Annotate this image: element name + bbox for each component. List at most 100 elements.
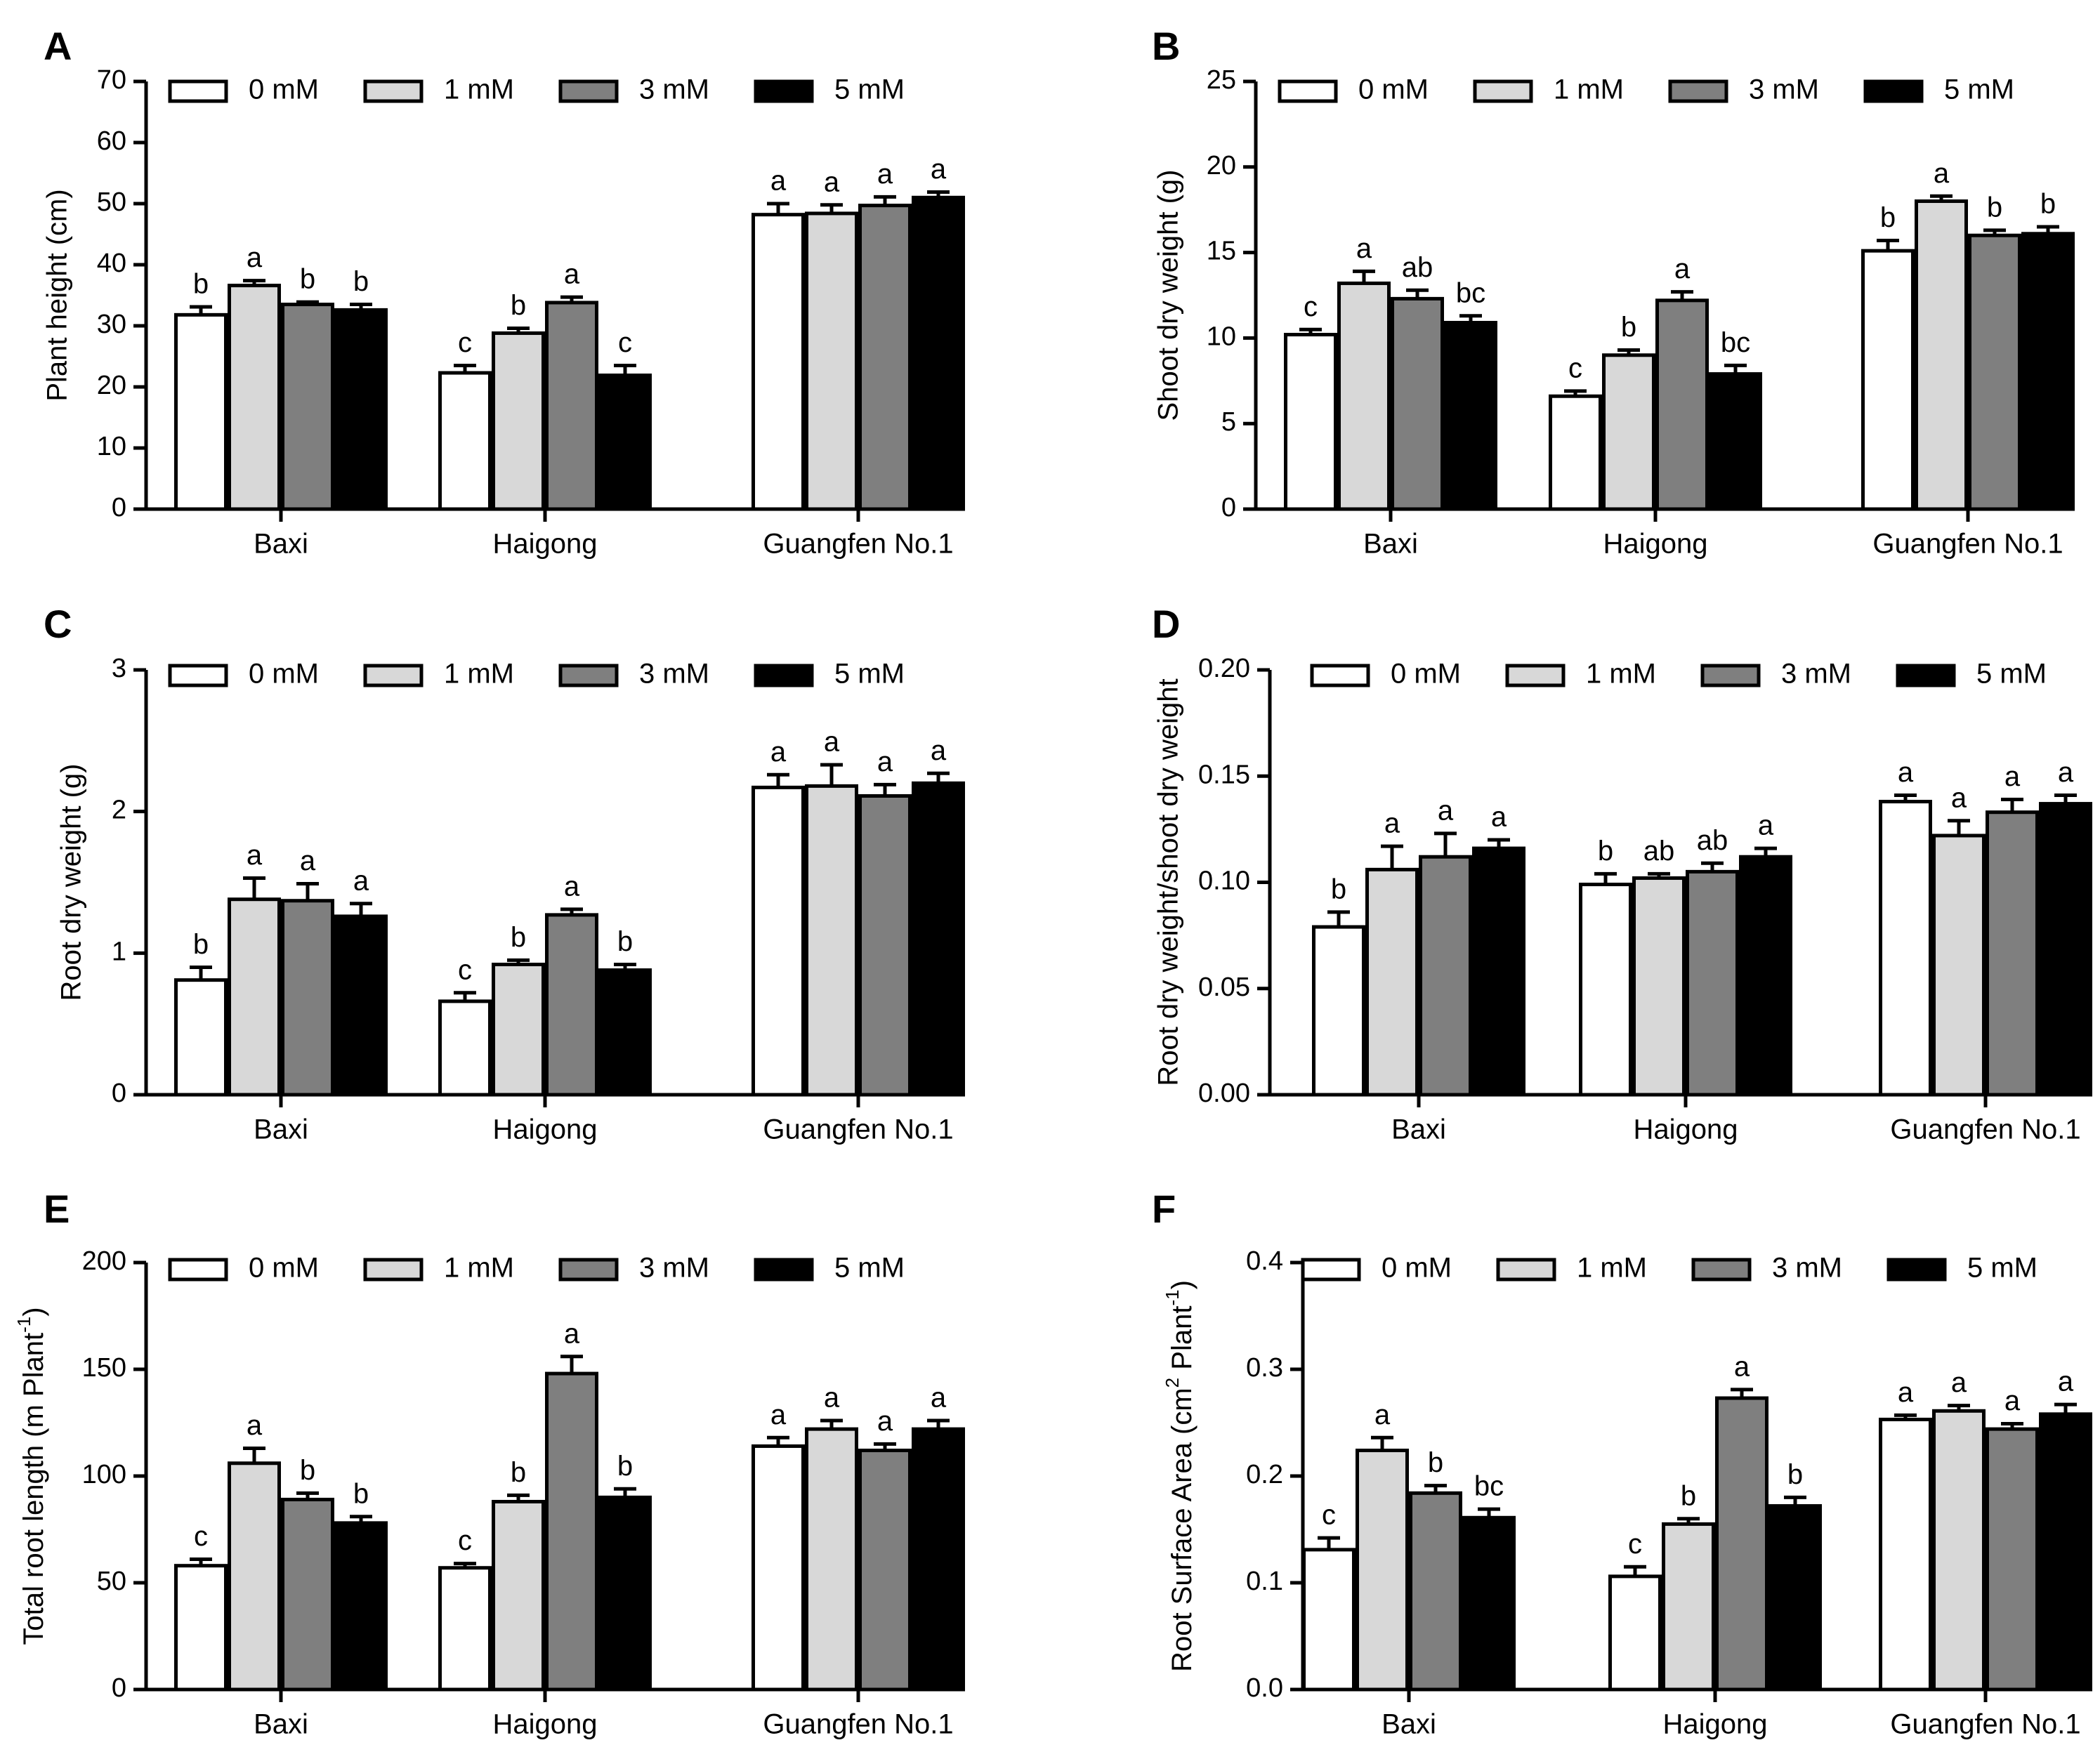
- significance-letter: b: [511, 1457, 526, 1488]
- x-tick-label: Guangfen No.1: [1872, 529, 2063, 560]
- legend-label: 3 mM: [1781, 659, 1851, 690]
- bar: [545, 1371, 598, 1692]
- bar: [1356, 1449, 1409, 1692]
- x-tick-label: Guangfen No.1: [1890, 1709, 2080, 1740]
- bar: [438, 999, 492, 1097]
- legend-label: 3 mM: [639, 659, 709, 690]
- x-tick-label: Haigong: [492, 529, 597, 560]
- significance-letter: c: [458, 954, 472, 985]
- bar: [1608, 1574, 1662, 1692]
- y-axis-label: Total root length (m Plant-1): [13, 1307, 49, 1645]
- significance-letter: bc: [1474, 1471, 1504, 1502]
- bar: [174, 978, 228, 1097]
- y-tick-label: 50: [97, 1567, 126, 1596]
- legend-label: 5 mM: [834, 74, 905, 105]
- legend-label: 0 mM: [1358, 74, 1429, 105]
- bar: [1686, 869, 1739, 1097]
- bar: [1419, 855, 1472, 1097]
- legend-swatch: [1691, 1258, 1752, 1282]
- legend-swatch: [1473, 79, 1533, 103]
- bar: [805, 784, 858, 1097]
- y-tick-label: 60: [97, 126, 126, 156]
- y-tick-label: 1: [112, 937, 126, 966]
- bar: [1879, 1417, 1932, 1692]
- legend: 0 mM 1 mM 3 mM 5 mM: [168, 659, 905, 690]
- significance-letter: b: [353, 1478, 369, 1509]
- y-tick-label: 0.3: [1246, 1353, 1283, 1383]
- legend: 0 mM 1 mM 3 mM 5 mM: [168, 1253, 905, 1284]
- bar: [752, 213, 805, 511]
- legend: 0 mM 1 mM 3 mM 5 mM: [1310, 659, 2047, 690]
- y-tick-label: 0.00: [1198, 1079, 1250, 1108]
- significance-letter: c: [458, 327, 472, 358]
- significance-letter: b: [193, 929, 209, 960]
- x-tick-label: Baxi: [254, 1114, 308, 1145]
- legend-label: 3 mM: [639, 1253, 709, 1284]
- legend-swatch: [1496, 1258, 1556, 1282]
- panel-letter: C: [44, 602, 72, 646]
- y-tick-label: 30: [97, 310, 126, 339]
- significance-letter: a: [770, 166, 787, 197]
- y-axis-label: Root Surface Area (cm2 Plant-1): [1162, 1280, 1197, 1672]
- significance-letter: a: [931, 1383, 947, 1414]
- bar: [1879, 800, 1932, 1097]
- y-tick-label: 20: [1207, 151, 1236, 180]
- bar: [1579, 883, 1632, 1097]
- x-tick-label: Baxi: [1382, 1709, 1436, 1740]
- significance-letter: a: [1374, 1399, 1391, 1430]
- bar: [492, 1499, 545, 1692]
- significance-letter: a: [877, 746, 893, 777]
- bar: [1655, 298, 1709, 511]
- bar: [1662, 1522, 1715, 1692]
- bar: [1709, 372, 1762, 511]
- significance-letter: c: [1568, 353, 1582, 383]
- x-tick-label: Baxi: [1391, 1114, 1446, 1145]
- y-axis-label-part: ): [18, 1307, 49, 1316]
- x-tick-label: Haigong: [1662, 1709, 1767, 1740]
- panel-letter: F: [1152, 1187, 1176, 1231]
- bar: [1549, 394, 1602, 511]
- significance-letter: c: [194, 1521, 208, 1552]
- bar: [1602, 353, 1655, 511]
- legend-swatch: [1301, 1258, 1361, 1282]
- bar: [334, 1521, 388, 1692]
- bar: [1915, 199, 1968, 511]
- bar: [1284, 333, 1337, 511]
- x-tick-label: Baxi: [254, 1709, 308, 1740]
- bar: [752, 1444, 805, 1692]
- y-tick-label: 0.10: [1198, 867, 1250, 896]
- significance-letter: c: [1322, 1500, 1336, 1531]
- legend: 0 mM 1 mM 3 mM 5 mM: [1278, 74, 2014, 105]
- legend-swatch: [754, 664, 814, 687]
- significance-letter: a: [2004, 761, 2021, 792]
- bar: [1472, 846, 1525, 1097]
- significance-letter: a: [2058, 757, 2074, 788]
- legend-swatch: [558, 664, 619, 687]
- significance-letter: ab: [1643, 836, 1675, 867]
- chart-panel-a: A 0 10 20 30 40 50 60 70 Plant height (cm) Baxi b a b…: [42, 24, 965, 560]
- significance-letter: b: [1880, 202, 1896, 233]
- legend-label: 1 mM: [1586, 659, 1656, 690]
- y-axis-label-part: Root Surface Area (cm: [1167, 1388, 1197, 1672]
- chart-panel-d: D 0.00 0.05 0.10 0.15 0.20 Root dry weight/sho…: [1152, 602, 2092, 1145]
- significance-letter: c: [1628, 1529, 1642, 1560]
- significance-letter: a: [353, 865, 369, 896]
- bar: [858, 1449, 912, 1692]
- significance-letter: bc: [1721, 327, 1750, 358]
- y-tick-label: 200: [82, 1246, 126, 1276]
- significance-letter: a: [1951, 1367, 1967, 1398]
- legend-swatch: [1863, 79, 1924, 103]
- significance-letter: ab: [1697, 825, 1728, 856]
- significance-letter: b: [1621, 312, 1636, 343]
- significance-letter: a: [1734, 1351, 1750, 1382]
- bar: [1861, 249, 1915, 511]
- legend-swatch: [168, 79, 228, 103]
- panel-letter: A: [44, 24, 72, 68]
- legend-swatch: [1310, 664, 1370, 687]
- bar: [1365, 867, 1419, 1097]
- bar: [492, 962, 545, 1097]
- bar: [598, 968, 652, 1097]
- y-tick-label: 0.20: [1198, 654, 1250, 683]
- bar: [1462, 1515, 1516, 1692]
- significance-letter: b: [353, 266, 369, 297]
